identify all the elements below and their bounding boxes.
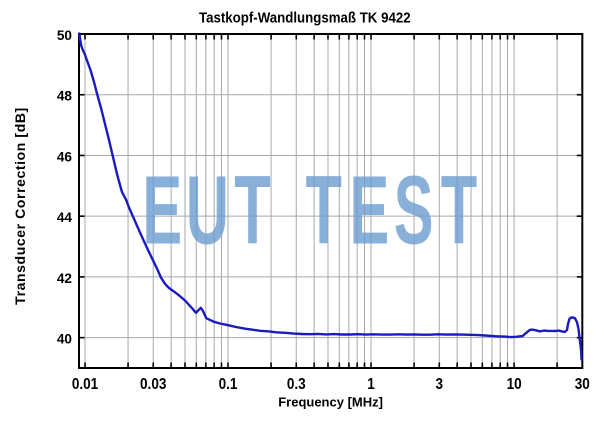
svg-text:0.3: 0.3	[287, 376, 306, 393]
svg-text:46: 46	[57, 149, 73, 164]
svg-text:Tastkopf-Wandlungsmaß TK 9422: Tastkopf-Wandlungsmaß TK 9422	[199, 10, 411, 27]
svg-text:Frequency [MHz]: Frequency [MHz]	[278, 395, 383, 410]
svg-text:0.1: 0.1	[219, 376, 238, 393]
svg-text:50: 50	[57, 28, 72, 43]
svg-text:10: 10	[507, 376, 522, 393]
svg-text:30: 30	[575, 376, 590, 393]
svg-text:0.03: 0.03	[140, 376, 166, 393]
svg-text:0.01: 0.01	[72, 376, 98, 393]
svg-text:1: 1	[367, 376, 375, 393]
svg-text:40: 40	[57, 332, 72, 347]
svg-text:42: 42	[57, 271, 73, 286]
svg-text:Transducer Correction [dB]: Transducer Correction [dB]	[12, 107, 28, 305]
svg-text:3: 3	[436, 376, 444, 393]
svg-text:44: 44	[57, 210, 73, 225]
svg-text:48: 48	[57, 89, 73, 104]
svg-text:EUTTEST: EUTTEST	[142, 157, 477, 265]
